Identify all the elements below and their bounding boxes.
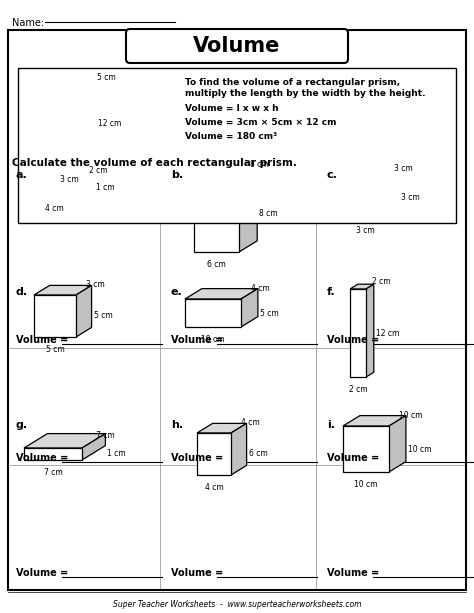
Polygon shape: [197, 433, 231, 475]
Text: b.: b.: [171, 170, 183, 180]
Text: Volume = 3cm × 5cm × 12 cm: Volume = 3cm × 5cm × 12 cm: [185, 118, 337, 127]
Polygon shape: [34, 295, 76, 337]
Text: Volume =: Volume =: [171, 335, 227, 345]
Text: 3 cm: 3 cm: [86, 280, 105, 289]
Polygon shape: [28, 171, 94, 180]
Text: 8 cm: 8 cm: [250, 161, 269, 169]
Text: Volume: Volume: [193, 36, 281, 56]
Polygon shape: [83, 72, 96, 168]
Text: 3 cm: 3 cm: [356, 226, 374, 235]
Polygon shape: [194, 176, 239, 252]
Polygon shape: [389, 416, 406, 472]
Text: d.: d.: [16, 287, 28, 297]
Text: 8 cm: 8 cm: [259, 210, 278, 218]
Text: 3 cm: 3 cm: [394, 164, 413, 173]
Text: Super Teacher Worksheets  -  www.superteacherworksheets.com: Super Teacher Worksheets - www.superteac…: [113, 600, 361, 609]
Text: 4 cm: 4 cm: [241, 418, 260, 427]
Polygon shape: [185, 299, 241, 327]
Text: 2 cm: 2 cm: [372, 276, 391, 286]
Polygon shape: [343, 426, 389, 472]
Text: 10 cm: 10 cm: [354, 480, 378, 489]
Polygon shape: [366, 284, 374, 377]
Polygon shape: [239, 165, 257, 252]
Bar: [18, 68, 456, 223]
Text: 10 cm: 10 cm: [408, 444, 431, 454]
Text: 2 cm: 2 cm: [89, 166, 108, 175]
Text: Volume =: Volume =: [16, 453, 72, 463]
Text: 4 cm: 4 cm: [45, 204, 64, 213]
Text: 5 cm: 5 cm: [46, 345, 64, 354]
Polygon shape: [241, 289, 258, 327]
Polygon shape: [55, 80, 83, 168]
Text: a.: a.: [16, 170, 28, 180]
Text: 10 cm: 10 cm: [201, 335, 225, 344]
Text: To find the volume of a rectangular prism,: To find the volume of a rectangular pris…: [185, 78, 400, 87]
Polygon shape: [34, 286, 91, 295]
Polygon shape: [28, 180, 80, 196]
Polygon shape: [80, 171, 94, 196]
Text: 4 cm: 4 cm: [205, 483, 223, 492]
Text: 5 cm: 5 cm: [260, 308, 279, 318]
Text: Volume =: Volume =: [171, 568, 227, 578]
Text: 12 cm: 12 cm: [376, 329, 399, 338]
Text: 5 cm: 5 cm: [93, 311, 112, 321]
Polygon shape: [345, 169, 399, 178]
Text: Volume =: Volume =: [171, 453, 227, 463]
Polygon shape: [231, 424, 246, 475]
Text: Calculate the volume of each rectangular prism.: Calculate the volume of each rectangular…: [12, 158, 297, 168]
Polygon shape: [343, 416, 406, 426]
Polygon shape: [385, 169, 399, 218]
FancyBboxPatch shape: [126, 29, 348, 63]
Text: g.: g.: [16, 420, 28, 430]
Text: Volume =: Volume =: [16, 335, 72, 345]
Polygon shape: [350, 289, 366, 377]
Text: 1 cm: 1 cm: [96, 183, 115, 192]
Text: multiply the length by the width by the height.: multiply the length by the width by the …: [185, 89, 426, 98]
Polygon shape: [55, 72, 96, 80]
Polygon shape: [197, 424, 246, 433]
Text: 7 cm: 7 cm: [44, 468, 63, 477]
Text: Volume = l x w x h: Volume = l x w x h: [185, 104, 279, 113]
Text: e.: e.: [171, 287, 183, 297]
Text: 5 cm: 5 cm: [97, 74, 116, 83]
Polygon shape: [76, 286, 91, 337]
Polygon shape: [194, 165, 257, 176]
Text: Volume = 180 cm³: Volume = 180 cm³: [185, 132, 277, 141]
Text: Volume =: Volume =: [327, 335, 383, 345]
Text: 12 cm: 12 cm: [98, 120, 121, 129]
Polygon shape: [345, 178, 385, 218]
Text: 7 cm: 7 cm: [96, 431, 114, 440]
Text: Volume =: Volume =: [327, 568, 383, 578]
Text: 3 cm: 3 cm: [401, 194, 420, 202]
Text: f.: f.: [327, 287, 336, 297]
Text: 10 cm: 10 cm: [400, 411, 423, 420]
Text: Volume =: Volume =: [327, 453, 383, 463]
Text: 4 cm: 4 cm: [251, 284, 270, 293]
Text: 6 cm: 6 cm: [207, 260, 226, 269]
Text: h.: h.: [171, 420, 183, 430]
Text: Name:: Name:: [12, 18, 44, 28]
Text: 3 cm: 3 cm: [60, 175, 78, 184]
Polygon shape: [24, 433, 105, 448]
Polygon shape: [82, 433, 105, 460]
Text: c.: c.: [327, 170, 338, 180]
Polygon shape: [350, 284, 374, 289]
Polygon shape: [185, 289, 258, 299]
Text: Volume =: Volume =: [16, 568, 72, 578]
Text: 1 cm: 1 cm: [108, 449, 126, 459]
Text: 2 cm: 2 cm: [349, 385, 367, 394]
Text: 6 cm: 6 cm: [248, 449, 267, 459]
Text: i.: i.: [327, 420, 335, 430]
Polygon shape: [24, 448, 82, 460]
